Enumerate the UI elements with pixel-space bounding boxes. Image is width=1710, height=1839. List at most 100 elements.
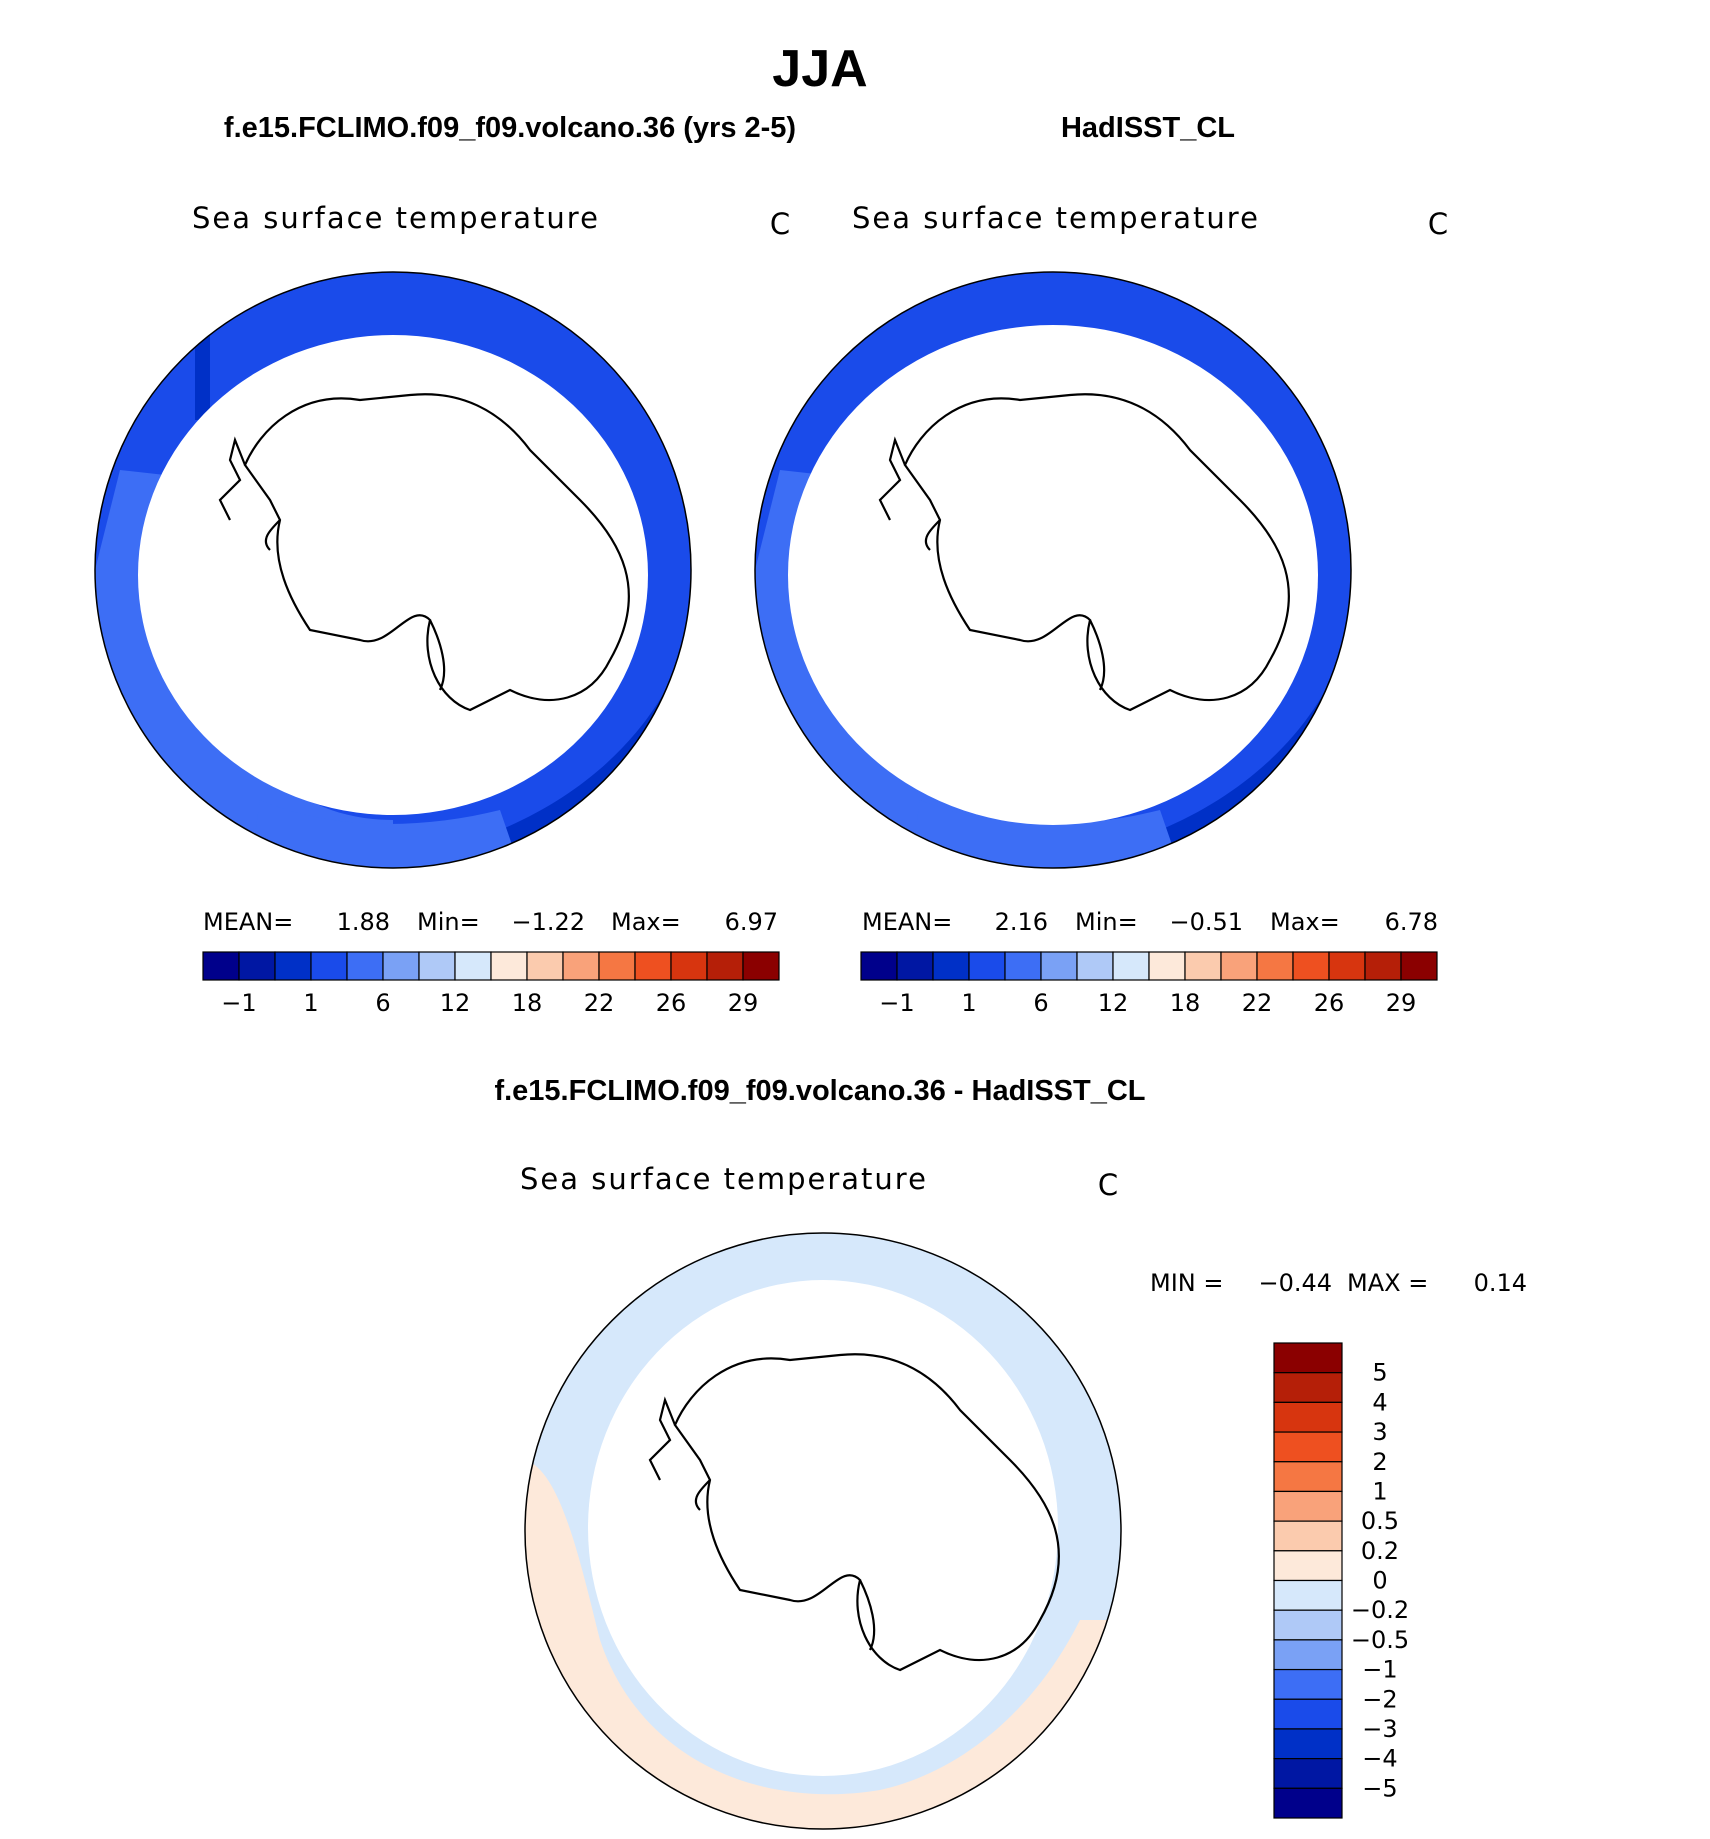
bottom-max-value: 0.14 (1474, 1269, 1527, 1297)
bottom-colorbar-box-4 (1273, 1461, 1343, 1493)
right-mean-value: 2.16 (995, 908, 1048, 936)
left-colorbar-tick-label: 12 (440, 989, 471, 1017)
right-colorbar-tick-label: 29 (1386, 989, 1417, 1017)
right-colorbar-box-12 (1292, 951, 1330, 981)
bottom-colorbar-tick-label: 0.2 (1361, 1537, 1399, 1565)
left-colorbar-box-2 (274, 951, 312, 981)
bottom-colorbar-tick-label: −5 (1362, 1774, 1397, 1802)
bottom-colorbar-tick-label: 2 (1372, 1448, 1387, 1476)
right-colorbar-box-4 (1004, 951, 1042, 981)
right-colorbar-tick-label: 22 (1242, 989, 1273, 1017)
right-stats: MEAN= 2.16 Min= −0.51 Max= 6.78 (862, 908, 1438, 936)
bottom-colorbar-tick-label: −1 (1362, 1656, 1397, 1684)
left-colorbar-box-5 (382, 951, 420, 981)
bottom-colorbar-box-11 (1273, 1668, 1343, 1700)
page-title: JJA (772, 40, 867, 98)
bottom-colorbar-box-12 (1273, 1698, 1343, 1730)
right-colorbar-box-5 (1040, 951, 1078, 981)
right-colorbar-box-1 (896, 951, 934, 981)
bottom-colorbar-tick-label: −4 (1362, 1745, 1397, 1773)
left-colorbar-box-1 (238, 951, 276, 981)
left-colorbar: −1 1 6 12 18 22 26 29 (202, 951, 780, 1017)
left-colorbar-box-7 (454, 951, 492, 981)
right-colorbar-box-2 (932, 951, 970, 981)
right-max-value: 6.78 (1385, 908, 1438, 936)
bottom-colorbar-tick-label: 4 (1372, 1388, 1387, 1416)
left-colorbar-box-8 (490, 951, 528, 981)
bottom-colorbar-box-7 (1273, 1550, 1343, 1582)
bottom-colorbar-tick-label: 1 (1372, 1477, 1387, 1505)
right-min-value: −0.51 (1169, 908, 1243, 936)
right-colorbar-box-11 (1256, 951, 1294, 981)
left-colorbar-tick-label: 1 (303, 989, 318, 1017)
left-colorbar-box-0 (202, 951, 240, 981)
right-colorbar-box-0 (860, 951, 898, 981)
left-max-label: Max= (611, 908, 681, 936)
left-case-title: f.e15.FCLIMO.f09_f09.volcano.36 (yrs 2-5… (224, 112, 796, 144)
right-colorbar-tick-label: 6 (1033, 989, 1048, 1017)
right-colorbar-tick-label: 26 (1314, 989, 1345, 1017)
right-variable-label: Sea surface temperature (852, 201, 1260, 235)
right-colorbar-tick-label: 18 (1170, 989, 1201, 1017)
left-colorbar-tick-label: 6 (375, 989, 390, 1017)
left-colorbar-box-13 (670, 951, 708, 981)
left-colorbar-tick-label: 29 (728, 989, 759, 1017)
left-colorbar-tick-label: 26 (656, 989, 687, 1017)
bottom-colorbar-tick-label: −0.5 (1351, 1626, 1409, 1654)
bottom-min-label: MIN = (1150, 1269, 1223, 1297)
bottom-colorbar-tick-label: 0 (1372, 1567, 1387, 1595)
bottom-colorbar-box-3 (1273, 1431, 1343, 1463)
bottom-colorbar-tick-label: 3 (1372, 1418, 1387, 1446)
left-units-label: C (770, 207, 790, 241)
left-colorbar-box-4 (346, 951, 384, 981)
left-colorbar-box-9 (526, 951, 564, 981)
bottom-min-value: −0.44 (1258, 1269, 1332, 1297)
right-colorbar-box-8 (1148, 951, 1186, 981)
right-mean-label: MEAN= (862, 908, 952, 936)
bottom-colorbar-box-0 (1273, 1342, 1343, 1374)
bottom-units-label: C (1098, 1168, 1118, 1202)
bottom-colorbar-tick-label: −2 (1362, 1685, 1397, 1713)
left-colorbar-box-3 (310, 951, 348, 981)
right-colorbar-tick-label: 12 (1098, 989, 1129, 1017)
left-colorbar-tick-label: 18 (512, 989, 543, 1017)
right-colorbar-box-3 (968, 951, 1006, 981)
bottom-map (524, 1232, 1122, 1830)
right-colorbar-tick-label: −1 (879, 989, 914, 1017)
left-max-value: 6.97 (725, 908, 778, 936)
left-colorbar-box-15 (742, 951, 780, 981)
left-variable-label: Sea surface temperature (192, 201, 600, 235)
bottom-colorbar-box-9 (1273, 1609, 1343, 1641)
left-colorbar-box-6 (418, 951, 456, 981)
bottom-colorbar-tick-label: 0.5 (1361, 1507, 1399, 1535)
bottom-colorbar-tick-label: −3 (1362, 1715, 1397, 1743)
left-colorbar-tick-label: 22 (584, 989, 615, 1017)
right-colorbar-box-10 (1220, 951, 1258, 981)
bottom-colorbar-tick-label: −0.2 (1351, 1596, 1409, 1624)
right-max-label: Max= (1270, 908, 1340, 936)
bottom-stats: MIN = −0.44 MAX = 0.14 (1150, 1269, 1527, 1297)
left-map (94, 271, 692, 869)
bottom-colorbar-box-14 (1273, 1758, 1343, 1789)
bottom-colorbar-box-10 (1273, 1639, 1343, 1671)
bottom-colorbar-tick-label: 5 (1372, 1359, 1387, 1387)
right-min-label: Min= (1075, 908, 1138, 936)
right-colorbar-box-7 (1112, 951, 1150, 981)
bottom-colorbar-box-5 (1273, 1490, 1343, 1522)
bottom-colorbar-box-6 (1273, 1520, 1343, 1552)
left-min-value: −1.22 (511, 908, 585, 936)
right-colorbar-box-6 (1076, 951, 1114, 981)
left-colorbar-box-10 (562, 951, 600, 981)
left-colorbar-tick-label: −1 (221, 989, 256, 1017)
right-colorbar-box-9 (1184, 951, 1222, 981)
right-colorbar-box-13 (1328, 951, 1366, 981)
left-colorbar-box-12 (634, 951, 672, 981)
left-mean-value: 1.88 (337, 908, 390, 936)
bottom-panel: f.e15.FCLIMO.f09_f09.volcano.36 - HadISS… (494, 1075, 1527, 1830)
right-units-label: C (1428, 207, 1448, 241)
right-colorbar-box-14 (1364, 951, 1402, 981)
bottom-case-title: f.e15.FCLIMO.f09_f09.volcano.36 - HadISS… (494, 1075, 1145, 1107)
bottom-max-label: MAX = (1347, 1269, 1428, 1297)
right-colorbar-tick-label: 1 (961, 989, 976, 1017)
right-colorbar-box-15 (1400, 951, 1438, 981)
